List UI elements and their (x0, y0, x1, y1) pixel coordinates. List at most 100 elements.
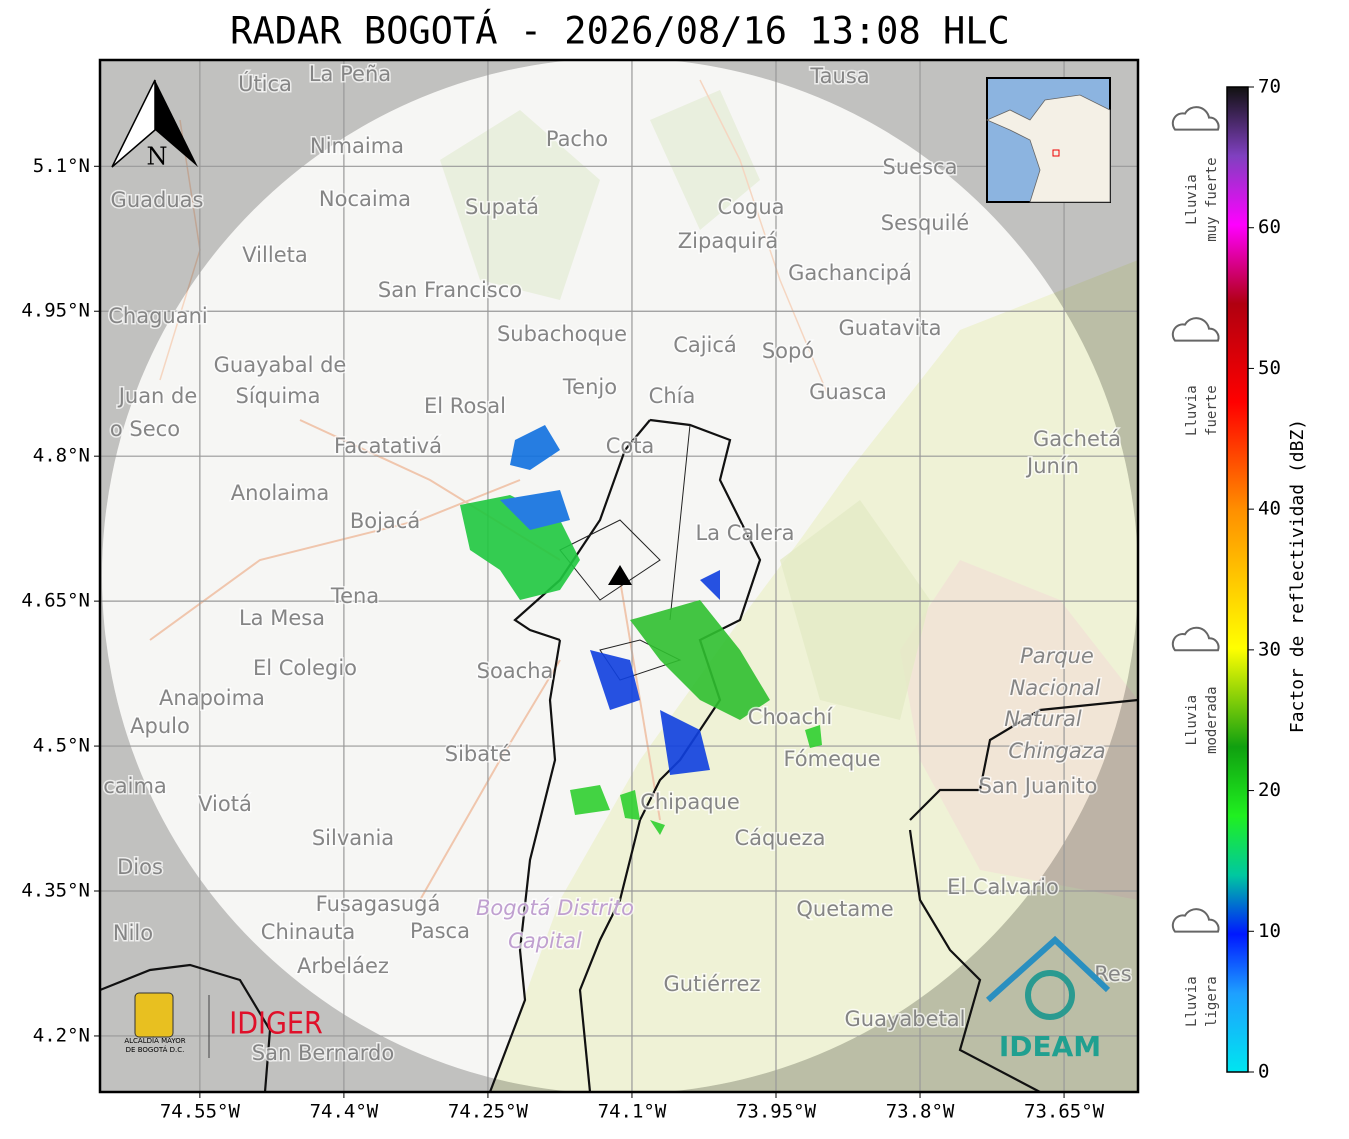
place-label: Chingaza (1008, 739, 1105, 763)
x-tick-label: 73.65°W (1024, 1101, 1105, 1123)
north-label: N (147, 143, 168, 171)
forest (780, 500, 930, 720)
place-label: Cogua (717, 195, 784, 219)
colorbar-tick-label: 60 (1258, 216, 1281, 238)
place-label: Gachetá (1033, 427, 1121, 451)
place-label: San Francisco (378, 278, 522, 302)
rain-category-label: fuerte (1204, 385, 1220, 436)
place-label: Bogotá Distrito (476, 896, 634, 920)
cloud-icon (1171, 106, 1220, 131)
north-arrow: N (111, 79, 198, 171)
rain-category: Lluvia muy fuerte (1171, 106, 1220, 242)
x-tick-label: 74.55°W (160, 1101, 241, 1123)
x-tick-label: 73.95°W (736, 1101, 817, 1123)
place-label: Pacho (546, 127, 608, 151)
place-label: Chinauta (261, 920, 355, 944)
place-label: Villeta (242, 243, 307, 267)
place-label: La Calera (695, 521, 794, 545)
place-label: Suesca (883, 155, 958, 179)
place-label: Quetame (796, 897, 893, 921)
place-label: La Mesa (239, 606, 325, 630)
place-label: Cajicá (673, 333, 737, 357)
rain-category: Lluvia fuerte (1171, 317, 1220, 436)
y-tick-label: 4.35°N (21, 880, 90, 902)
logo-text: IDEAM (999, 1030, 1101, 1063)
x-tick-label: 73.8°W (886, 1101, 955, 1123)
place-label: Chipaque (640, 790, 740, 814)
place-label: Arbeláez (297, 954, 389, 978)
x-tick-label: 74.25°W (448, 1101, 529, 1123)
colorbar-tick-label: 20 (1258, 779, 1281, 801)
place-label: El Calvario (947, 875, 1059, 899)
place-label: Juan de (117, 384, 198, 408)
place-label: San Bernardo (252, 1041, 394, 1065)
colorbar-tick-label: 10 (1258, 920, 1281, 942)
rain-category: Lluvia moderada (1171, 626, 1220, 754)
place-label: Tena (330, 584, 379, 608)
place-label: Capital (508, 929, 582, 953)
place-label: Nocaima (319, 187, 411, 211)
place-label: Zipaquirá (678, 229, 778, 253)
place-label: Útica (238, 71, 292, 96)
cloud-icon (1171, 626, 1220, 652)
place-label: o Seco (110, 417, 180, 441)
logo-text: IDIGER (229, 1007, 322, 1042)
place-label: Apulo (130, 714, 190, 738)
place-label: El Rosal (424, 394, 506, 418)
rain-category-label: moderada (1204, 686, 1220, 753)
place-label: Silvania (312, 826, 394, 850)
place-label: Guasca (809, 380, 887, 404)
y-tick-label: 4.95°N (21, 300, 90, 322)
forest (440, 90, 760, 300)
place-label: Tenjo (562, 375, 617, 399)
colorbar-tick-label: 0 (1258, 1061, 1269, 1083)
place-label: San Juanito (979, 774, 1098, 798)
place-label: Anapoima (159, 686, 265, 710)
colorbar (1226, 86, 1249, 1073)
place-label: Chaguani (108, 304, 208, 328)
place-label: Supatá (465, 195, 539, 219)
logos: ALCALDÍA MAYOR DE BOGOTÁ D.C. IDIGER IDE… (124, 935, 1111, 1063)
logo-text: ALCALDÍA MAYOR (124, 1036, 185, 1045)
place-label: Subachoque (497, 322, 627, 346)
rain-category-label: Lluvia (1184, 695, 1200, 746)
place-label: Dios (117, 855, 163, 879)
rain-category-label: Lluvia (1184, 385, 1200, 436)
place-label: Viotá (198, 792, 252, 816)
place-label: Fusagasugá (316, 892, 441, 916)
place-label: Bojacá (350, 509, 420, 533)
rain-category-label: Lluvia (1184, 976, 1200, 1027)
cloud-icon (1171, 908, 1220, 933)
place-label: Gachancipá (788, 261, 912, 285)
place-label: Soacha (477, 659, 554, 683)
place-label: La Peña (309, 62, 391, 86)
place-label: Chía (649, 384, 696, 408)
place-label: Guayabal de (214, 353, 347, 377)
colorbar-tick-label: 40 (1258, 498, 1281, 520)
rain-category: Lluvia ligera (1171, 908, 1220, 1027)
rain-category-label: muy fuerte (1204, 157, 1220, 241)
y-tick-label: 4.65°N (21, 590, 90, 612)
map: La Peña Útica Tausa Pacho Nimaima Suesca Guadu… (100, 60, 1138, 1092)
place-label: Cáqueza (735, 826, 826, 850)
place-label: Nilo (113, 921, 153, 945)
place-label: Guaduas (111, 188, 204, 212)
place-label: Síquima (236, 384, 321, 408)
place-label: Junín (1025, 454, 1079, 478)
place-label: Guayabetal (845, 1007, 966, 1031)
place-label: caima (103, 774, 167, 798)
rain-category-label: Lluvia (1184, 174, 1200, 225)
title: RADAR BOGOTÁ - 2026/08/16 13:08 HLC (230, 9, 1010, 53)
park-area (900, 560, 1138, 900)
place-label: Facatativá (334, 434, 442, 458)
logo-text: DE BOGOTÁ D.C. (126, 1045, 185, 1054)
place-label: Cota (606, 434, 655, 458)
place-label: El Colegio (253, 656, 357, 680)
place-label: Nacional (1010, 676, 1101, 700)
colorbar-tick-label: 30 (1258, 638, 1281, 660)
place-label: Parque (1020, 644, 1094, 668)
map-frame (98, 58, 1140, 1094)
place-label: Guatavita (839, 316, 942, 340)
